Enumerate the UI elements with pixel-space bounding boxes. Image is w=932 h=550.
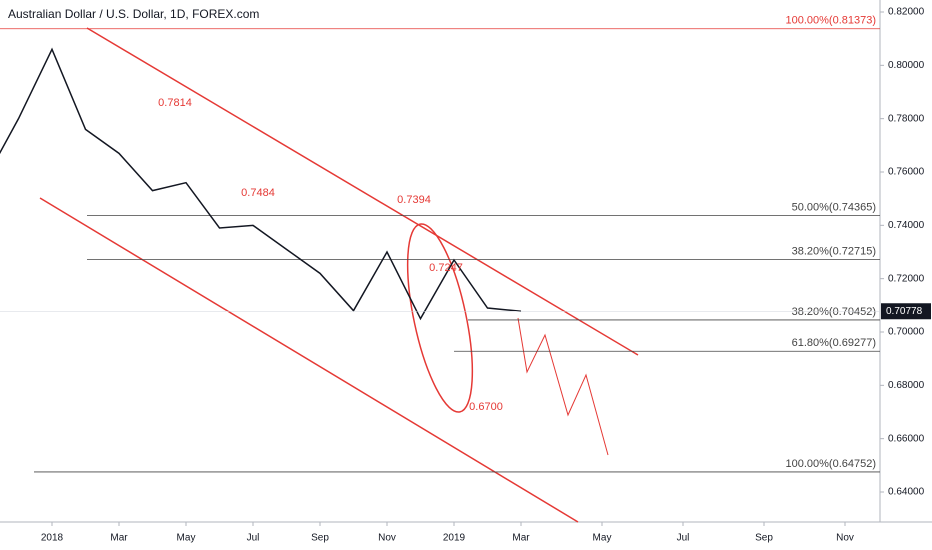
x-tick-label: Jul [247, 533, 260, 544]
y-tick-label: 0.68000 [888, 380, 925, 391]
price-annotation: 0.7484 [241, 187, 275, 199]
y-tick-label: 0.82000 [888, 7, 925, 18]
y-tick-label: 0.78000 [888, 113, 925, 124]
y-tick-label: 0.64000 [888, 487, 925, 498]
y-tick-label: 0.76000 [888, 167, 925, 178]
x-tick-label: Mar [110, 533, 128, 544]
fib-label: 38.20%(0.70452) [792, 306, 876, 318]
y-tick-label: 0.66000 [888, 433, 925, 444]
y-tick-label: 0.74000 [888, 220, 925, 231]
price-line [0, 47, 522, 321]
channel-top [86, 27, 639, 356]
x-tick-label: Mar [512, 533, 530, 544]
x-tick-label: Sep [311, 533, 329, 544]
price-annotation: 0.6700 [469, 401, 503, 413]
projection-path [517, 317, 609, 456]
x-tick-label: Jul [677, 533, 690, 544]
chart-title: Australian Dollar / U.S. Dollar, 1D, FOR… [8, 7, 259, 21]
fib-label: 61.80%(0.69277) [792, 337, 876, 349]
x-tick-label: Sep [755, 533, 773, 544]
fib-label: 50.00%(0.74365) [792, 202, 876, 214]
fib-label: 38.20%(0.72715) [792, 246, 876, 258]
price-annotation: 0.7247 [429, 262, 463, 274]
channel-bottom [39, 197, 579, 523]
x-tick-label: May [177, 533, 196, 544]
y-tick-label: 0.72000 [888, 273, 925, 284]
y-tick-label: 0.70000 [888, 327, 925, 338]
x-tick-label: Nov [836, 533, 854, 544]
fib-label: 100.00%(0.64752) [785, 458, 876, 470]
price-annotation: 0.7394 [397, 194, 431, 206]
x-tick-label: 2019 [443, 533, 466, 544]
x-tick-label: May [593, 533, 612, 544]
price-annotation: 0.7814 [158, 97, 192, 109]
y-tick-label: 0.80000 [888, 60, 925, 71]
x-tick-label: Nov [378, 533, 396, 544]
x-tick-label: 2018 [41, 533, 64, 544]
last-price-box [881, 303, 931, 320]
fib-label: 100.00%(0.81373) [785, 15, 876, 27]
last-price-label: 0.70778 [886, 306, 923, 317]
highlight-ellipse [406, 223, 474, 413]
